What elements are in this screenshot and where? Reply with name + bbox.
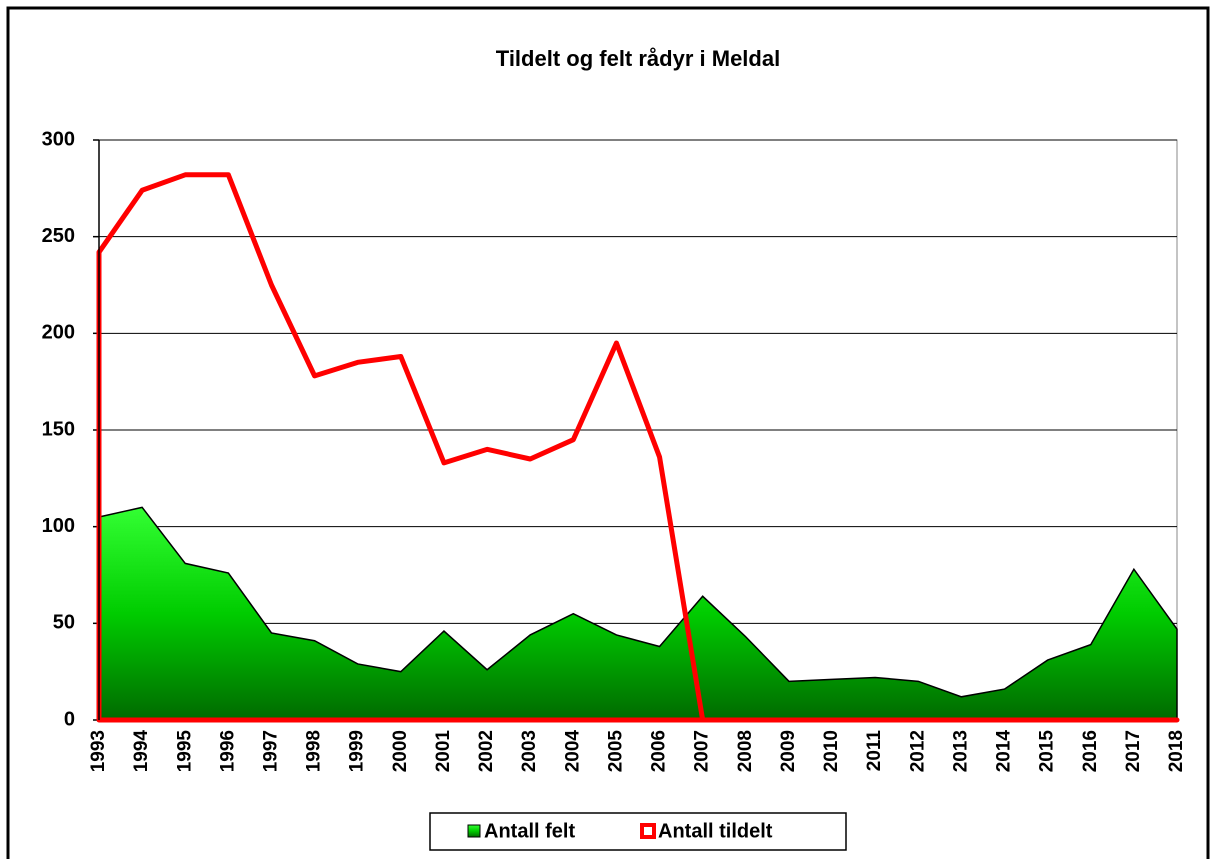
legend-swatch [467,824,481,838]
x-tick-label: 2004 [562,730,583,773]
x-tick-label: 2010 [821,730,842,772]
x-tick-label: 2003 [519,730,540,772]
x-tick-label: 1993 [88,730,109,772]
x-tick-label: 2007 [692,730,713,772]
x-tick-label: 2016 [1080,730,1101,772]
y-tick-label: 300 [42,128,75,150]
x-tick-label: 2006 [649,730,670,772]
legend-swatch [640,823,656,839]
x-tick-label: 2000 [390,730,411,772]
legend-label: Antall tildelt [658,820,773,842]
x-tick-label: 2014 [994,730,1015,773]
x-tick-label: 1994 [131,730,152,773]
x-tick-label: 2015 [1037,730,1058,773]
x-tick-label: 2012 [907,730,928,772]
y-tick-label: 100 [42,515,75,537]
y-tick-label: 200 [42,322,75,344]
y-tick-label: 50 [53,612,75,634]
legend-box [429,812,847,851]
x-tick-label: 1999 [347,730,368,772]
x-tick-label: 2005 [605,730,626,773]
area-series [98,506,1178,721]
x-tick-label: 2001 [433,730,454,773]
y-tick-label: 150 [42,418,75,440]
x-tick-label: 2018 [1166,730,1187,772]
x-tick-label: 2008 [735,730,756,772]
x-tick-label: 2009 [778,730,799,772]
x-tick-label: 1996 [217,730,238,772]
y-tick-label: 250 [42,225,75,247]
x-tick-label: 2011 [864,730,885,772]
x-tick-label: 2013 [950,730,971,772]
legend-label: Antall felt [484,820,575,842]
chart-title: Tildelt og felt rådyr i Meldal [496,46,780,71]
x-tick-label: 2017 [1123,730,1144,772]
x-tick-label: 2002 [476,730,497,772]
x-tick-label: 1997 [260,730,281,772]
x-tick-label: 1998 [304,730,325,772]
area-series [96,172,1180,723]
x-tick-label: 1995 [174,730,195,773]
y-tick-label: 0 [64,708,75,730]
